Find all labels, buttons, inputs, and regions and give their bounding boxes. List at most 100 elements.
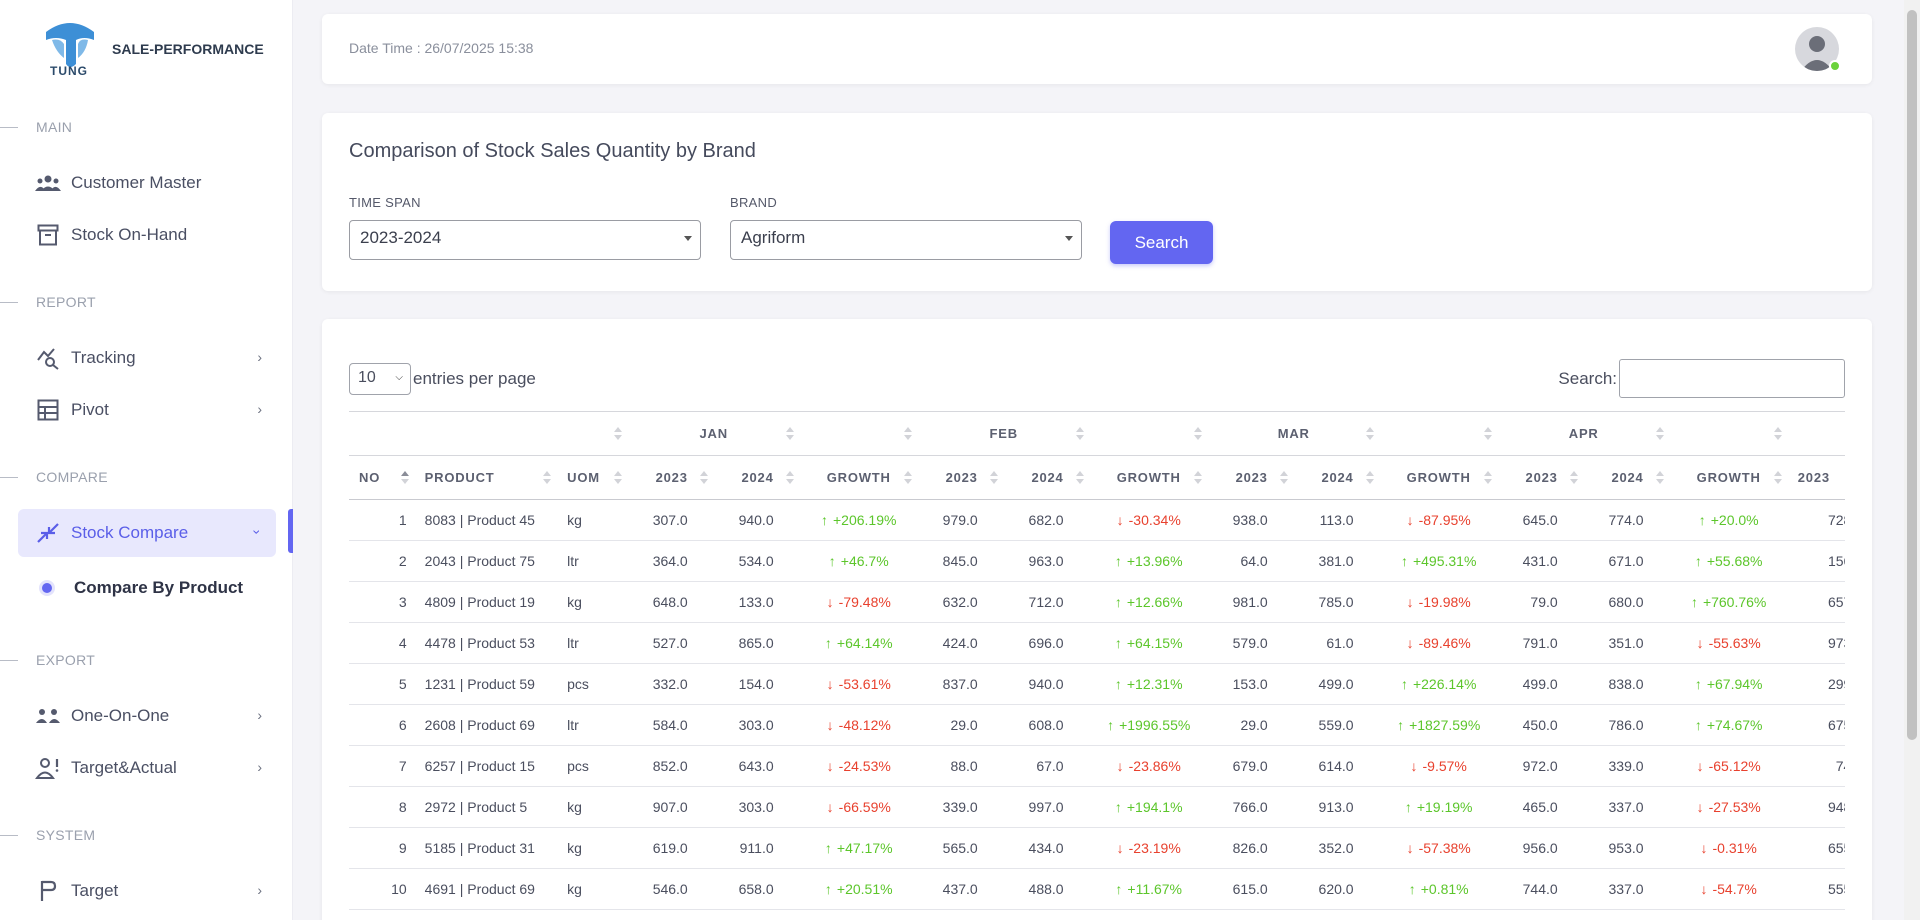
value-2023-cell: 648.0: [627, 581, 714, 623]
growth-cell: ↑ +67.94%: [1669, 663, 1788, 705]
blank-header[interactable]: [799, 411, 918, 456]
blank-header[interactable]: [1089, 411, 1208, 456]
entries-control: 10 ⌵ entries per page: [349, 363, 536, 395]
value-2023-cell: 956.0: [1497, 827, 1584, 869]
value-2023-cell: 615.0: [1207, 868, 1294, 910]
growth-cell: ↓ -89.46%: [1379, 622, 1498, 664]
column-header-2024[interactable]: 2024: [1003, 455, 1090, 500]
sidebar-item-label: Tracking: [71, 348, 136, 367]
growth-cell: ↓ -23.19%: [1089, 827, 1208, 869]
column-header-2023[interactable]: 2023: [1207, 455, 1294, 500]
table-row: 2 2043 | Product 75 ltr 364.0 534.0 ↑ +46.7% 84…: [349, 540, 1845, 582]
column-header-product[interactable]: PRODUCT: [414, 455, 558, 500]
column-header-2023[interactable]: 2023: [1787, 455, 1845, 500]
arrow-down-icon: ↓: [1700, 840, 1708, 856]
growth-cell: ↑ +12.31%: [1089, 663, 1208, 705]
growth-value: +226.14%: [1412, 676, 1477, 692]
growth-value: -19.98%: [1418, 594, 1471, 610]
time-span-value: 2023-2024: [360, 228, 442, 247]
growth-value: +20.51%: [836, 881, 893, 897]
value-2023-cell: 845.0: [917, 540, 1004, 582]
sidebar-item-pivot[interactable]: Pivot ›: [18, 386, 276, 434]
product-cell: 6257 | Product 15: [414, 745, 558, 787]
growth-value: +74.67%: [1706, 717, 1763, 733]
sidebar-item-stock-compare[interactable]: Stock Compare ›: [18, 509, 276, 557]
sidebar-item-stock-on-hand[interactable]: Stock On-Hand: [18, 211, 276, 259]
column-header-growth[interactable]: GROWTH: [799, 455, 918, 500]
value-2023-cell: 657.0: [1787, 581, 1845, 623]
search-input[interactable]: [1619, 359, 1845, 398]
arrow-down-icon: ↓: [1700, 881, 1708, 897]
blank-header[interactable]: [1669, 411, 1788, 456]
value-2024-cell: 953.0: [1583, 827, 1670, 869]
value-2023-cell: 632.0: [917, 581, 1004, 623]
sidebar-item-target[interactable]: Target ›: [18, 867, 276, 915]
sidebar-item-label: One-On-One: [71, 706, 170, 725]
growth-value: +55.68%: [1706, 553, 1763, 569]
growth-value: +12.66%: [1126, 594, 1183, 610]
growth-value: -30.34%: [1128, 512, 1181, 528]
section-export: EXPORT: [0, 652, 95, 668]
month-header-mar[interactable]: MAR: [1207, 411, 1380, 456]
product-cell: 2043 | Product 75: [414, 540, 558, 582]
month-header-may[interactable]: M: [1787, 411, 1845, 456]
column-header-uom[interactable]: UOM: [557, 455, 628, 500]
sidebar-item-tracking[interactable]: Tracking ›: [18, 334, 276, 382]
entries-select[interactable]: 10 ⌵: [349, 363, 411, 395]
growth-cell: ↑ +226.14%: [1379, 663, 1498, 705]
sidebar-item-label: Customer Master: [71, 173, 202, 192]
page-scrollbar-thumb[interactable]: [1907, 10, 1917, 740]
growth-value: -23.19%: [1128, 840, 1181, 856]
arrow-down-icon: ↓: [1406, 512, 1414, 528]
growth-value: +47.17%: [836, 840, 893, 856]
tung-logo-icon[interactable]: [42, 18, 98, 78]
blank-header[interactable]: [1379, 411, 1498, 456]
entries-value: 10: [358, 369, 376, 386]
sort-icon: [543, 471, 552, 485]
arrow-down-icon: ↓: [1116, 840, 1124, 856]
brand-select[interactable]: Agriform: [730, 220, 1082, 260]
table-icon: [35, 398, 61, 422]
uom-cell: kg: [557, 499, 628, 541]
search-button[interactable]: Search: [1110, 221, 1213, 264]
growth-value: +495.31%: [1412, 553, 1477, 569]
column-header-no[interactable]: NO: [349, 455, 415, 500]
arrow-up-icon: ↑: [1404, 799, 1412, 815]
column-header-2024[interactable]: 2024: [1583, 455, 1670, 500]
sidebar-item-one-on-one[interactable]: One-On-One ›: [18, 692, 276, 740]
sort-icon[interactable]: [613, 427, 622, 441]
arrow-down-icon: ↓: [1116, 512, 1124, 528]
sort-icon: [613, 471, 622, 485]
column-header-2023[interactable]: 2023: [917, 455, 1004, 500]
chevron-right-icon: ›: [257, 759, 262, 775]
sidebar-item-customer-master[interactable]: Customer Master: [18, 159, 276, 207]
value-2023-cell: 339.0: [917, 786, 1004, 828]
value-2023-cell: 29.0: [1207, 704, 1294, 746]
month-header-apr[interactable]: APR: [1497, 411, 1670, 456]
column-header-2023[interactable]: 2023: [1497, 455, 1584, 500]
column-header-growth[interactable]: GROWTH: [1669, 455, 1788, 500]
column-header-growth[interactable]: GROWTH: [1089, 455, 1208, 500]
column-header-2024[interactable]: 2024: [1293, 455, 1380, 500]
app-name[interactable]: SALE-PERFORMANCE: [112, 41, 264, 57]
column-header-growth[interactable]: GROWTH: [1379, 455, 1498, 500]
time-span-select[interactable]: 2023-2024: [349, 220, 701, 260]
column-header-2024[interactable]: 2024: [713, 455, 800, 500]
table-scroll-area[interactable]: JAN FEB MAR APR M NOPRODUCTUOM20232024GR…: [349, 411, 1845, 920]
month-header-jan[interactable]: JAN: [627, 411, 800, 456]
value-2023-cell: 424.0: [917, 622, 1004, 664]
arrow-down-icon: ↓: [1116, 758, 1124, 774]
value-2024-cell: 671.0: [1583, 540, 1670, 582]
month-header-feb[interactable]: FEB: [917, 411, 1090, 456]
arrow-up-icon: ↑: [821, 512, 828, 528]
growth-value: -66.59%: [838, 799, 891, 815]
caret-down-icon: [684, 236, 692, 241]
value-2023-cell: 437.0: [917, 868, 1004, 910]
arrow-down-icon: ↓: [826, 758, 834, 774]
column-header-row: NO PRODUCT UOM 2023 2024 GROWTH 2023 2024 GROWTH…: [349, 455, 1845, 500]
sidebar-item-target-actual[interactable]: Target&Actual ›: [18, 744, 276, 792]
archive-icon: [35, 223, 61, 247]
value-2023-cell: 837.0: [917, 663, 1004, 705]
sidebar-subitem-compare-by-product[interactable]: Compare By Product: [18, 567, 276, 609]
column-header-2023[interactable]: 2023: [627, 455, 714, 500]
